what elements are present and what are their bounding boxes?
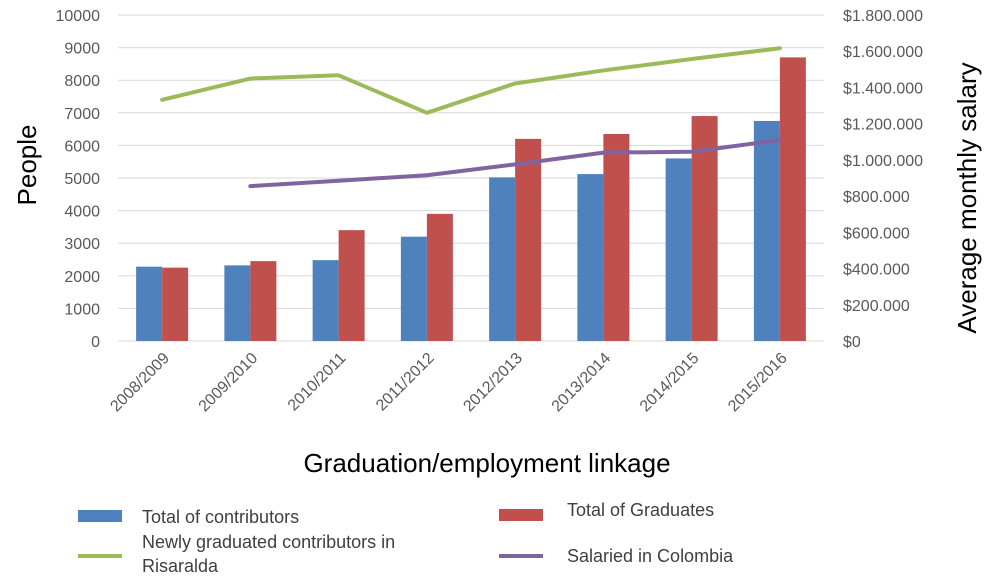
legend-label: Newly graduated contributors in Risaralda	[142, 532, 395, 576]
bar	[753, 120, 780, 341]
bar	[515, 138, 542, 341]
bar-series	[136, 57, 806, 341]
bar	[426, 213, 453, 341]
x-axis-title: Graduation/employment linkage	[303, 448, 670, 478]
legend-swatch	[499, 509, 543, 521]
y2-tick-label: $800.000	[843, 189, 910, 206]
y2-tick-label: $1.800.000	[843, 8, 923, 25]
bar	[577, 174, 604, 341]
legend-label: Total of Graduates	[567, 500, 714, 520]
x-tick-label: 2012/2013	[460, 350, 526, 416]
x-tick-label: 2008/2009	[107, 350, 173, 416]
y2-tick-label: $400.000	[843, 262, 910, 279]
gridlines	[118, 14, 824, 342]
right-axis-ticks: $0 $200.000 $400.000 $600.000 $800.000 $1.000…	[843, 8, 923, 351]
bar	[250, 261, 277, 341]
y-tick-label: 6000	[64, 138, 100, 155]
left-axis-ticks: 0 1000 2000 3000 4000 5000 6000 7000 8000 9000 100…	[56, 8, 101, 351]
x-tick-label: 2011/2012	[373, 350, 438, 415]
bar	[665, 158, 692, 341]
y-tick-label: 9000	[64, 41, 100, 58]
y-axis-title: People	[12, 125, 42, 206]
y2-tick-label: $1.400.000	[843, 80, 923, 97]
y2-tick-label: $0	[843, 334, 861, 351]
x-tick-label: 2010/2011	[285, 350, 350, 415]
y-tick-label: 5000	[64, 171, 100, 188]
x-tick-label: 2009/2010	[196, 350, 262, 416]
y-tick-label: 8000	[64, 73, 100, 90]
y2-tick-label: $600.000	[843, 225, 910, 242]
series-line	[248, 137, 782, 189]
bar	[338, 230, 365, 341]
bar	[162, 267, 189, 341]
bar	[136, 266, 163, 341]
bar	[603, 133, 630, 341]
y-tick-label: 7000	[64, 106, 100, 123]
y2-tick-label: $200.000	[843, 298, 910, 315]
legend-label: Salaried in Colombia	[567, 546, 734, 566]
x-tick-label: 2015/2016	[725, 350, 791, 416]
legend-swatch	[78, 510, 122, 522]
x-tick-label: 2013/2014	[549, 350, 615, 416]
y2-tick-label: $1.000.000	[843, 153, 923, 170]
bar	[779, 57, 806, 341]
bar	[224, 265, 251, 341]
bar	[312, 260, 339, 341]
y2-tick-label: $1.600.000	[843, 44, 923, 61]
y-tick-label: 4000	[64, 204, 100, 221]
x-axis-ticks: 2008/2009 2009/2010 2010/2011 2011/2012 2012…	[107, 350, 790, 416]
y-tick-label: 1000	[64, 301, 100, 318]
y-tick-label: 0	[91, 334, 100, 351]
bar	[400, 236, 427, 341]
legend: Total of contributors Total of Graduates N…	[78, 500, 734, 576]
y2-tick-label: $1.200.000	[843, 117, 923, 134]
bar	[691, 116, 718, 341]
y-tick-label: 2000	[64, 269, 100, 286]
series-line	[160, 46, 782, 115]
line-series	[160, 46, 782, 189]
legend-label: Total of contributors	[142, 507, 299, 527]
x-tick-label: 2014/2015	[637, 350, 703, 416]
y2-axis-title: Average monthly salary	[952, 62, 982, 333]
y-tick-label: 10000	[56, 8, 101, 25]
y-tick-label: 3000	[64, 236, 100, 253]
bar	[489, 177, 516, 341]
